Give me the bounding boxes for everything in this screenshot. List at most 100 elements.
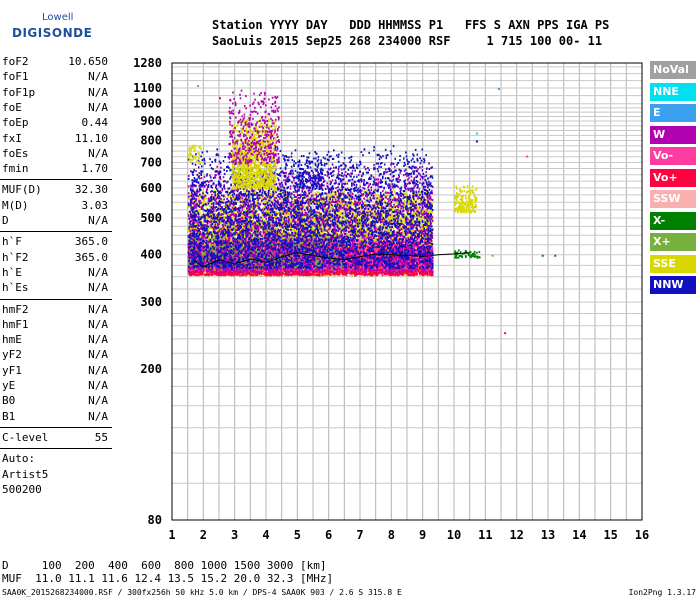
scatter-point: [278, 201, 280, 203]
scatter-point: [223, 226, 226, 229]
scatter-point: [197, 267, 199, 270]
scatter-point: [307, 204, 309, 207]
scatter-point: [425, 191, 427, 194]
scatter-point: [208, 231, 211, 233]
scatter-point: [206, 201, 209, 204]
scatter-point: [366, 189, 368, 191]
scatter-point: [233, 215, 235, 218]
scatter-point: [255, 249, 258, 252]
scatter-point: [428, 192, 430, 194]
scatter-point: [384, 219, 386, 222]
scatter-point: [366, 235, 368, 238]
scatter-point: [405, 274, 407, 277]
scatter-point: [221, 198, 223, 201]
scatter-point: [225, 237, 228, 240]
scatter-point: [387, 208, 389, 211]
scatter-point: [220, 224, 223, 227]
scatter-point: [391, 237, 393, 240]
scatter-point: [370, 204, 373, 207]
scatter-point: [279, 201, 282, 204]
scatter-point: [392, 227, 395, 230]
scatter-point: [233, 211, 236, 214]
scatter-point: [230, 236, 232, 239]
scatter-point: [199, 212, 201, 215]
scatter-point: [254, 274, 256, 277]
scatter-point: [281, 236, 283, 239]
scatter-point: [321, 227, 324, 230]
scatter-point: [377, 229, 380, 232]
scatter-point: [202, 190, 204, 193]
scatter-point: [388, 219, 390, 221]
scatter-point: [207, 231, 210, 234]
scatter-point: [214, 208, 216, 211]
scatter-point: [203, 193, 205, 196]
scatter-point: [405, 193, 408, 196]
scatter-point: [214, 212, 217, 215]
scatter-point: [307, 229, 310, 232]
scatter-point: [318, 191, 320, 194]
scatter-point: [326, 198, 328, 201]
scatter-point: [280, 210, 283, 213]
scatter-point: [387, 231, 389, 234]
scatter-point: [324, 207, 327, 210]
scatter-point: [259, 226, 261, 229]
scatter-point: [313, 194, 315, 197]
scatter-point: [341, 190, 344, 193]
scatter-point: [336, 207, 339, 210]
scatter-point: [340, 272, 343, 275]
scatter-point: [393, 195, 395, 198]
scatter-point: [311, 229, 313, 231]
scatter-point: [276, 198, 279, 201]
scatter-point: [390, 218, 392, 221]
scatter-point: [210, 219, 212, 221]
scatter-point: [417, 209, 419, 212]
scatter-point: [333, 197, 336, 200]
scatter-point: [347, 206, 349, 209]
scatter-point: [336, 241, 339, 244]
scatter-point: [375, 198, 378, 201]
scatter-point: [412, 200, 415, 203]
scatter-point: [354, 235, 357, 238]
scatter-point: [267, 201, 270, 203]
scatter-point: [374, 218, 376, 221]
scatter-point: [284, 235, 287, 238]
scatter-point: [426, 198, 428, 201]
scatter-point: [251, 212, 253, 215]
scatter-point: [237, 212, 239, 215]
scatter-point: [408, 220, 410, 223]
scatter-point: [347, 245, 349, 248]
scatter-point: [221, 211, 223, 213]
scatter-point: [365, 233, 367, 236]
chart-grid: [171, 63, 643, 520]
scatter-point: [404, 236, 406, 239]
scatter-point: [341, 214, 344, 217]
scatter-point: [429, 210, 431, 213]
scatter-point: [209, 213, 212, 216]
scatter-point: [381, 220, 384, 222]
chart-points: [187, 85, 557, 335]
scatter-point: [408, 211, 410, 214]
scatter-point: [373, 274, 376, 277]
scatter-point: [350, 192, 352, 195]
scatter-point: [206, 218, 209, 220]
scatter-point: [375, 194, 377, 197]
scatter-point: [408, 201, 411, 204]
scatter-point: [214, 201, 216, 204]
scatter-point: [362, 239, 364, 242]
scatter-point: [367, 197, 369, 200]
scatter-point: [333, 194, 335, 197]
scatter-point: [414, 228, 417, 231]
scatter-point: [364, 200, 366, 203]
scatter-point: [282, 210, 284, 213]
scatter-point: [391, 224, 393, 227]
scatter-point: [279, 225, 282, 228]
scatter-point: [418, 248, 420, 251]
scatter-point: [294, 237, 297, 240]
scatter-point: [339, 197, 342, 200]
scatter-point: [205, 216, 208, 219]
scatter-point: [418, 218, 421, 221]
scatter-point: [375, 229, 378, 231]
scatter-point: [321, 223, 323, 226]
scatter-point: [320, 231, 323, 234]
